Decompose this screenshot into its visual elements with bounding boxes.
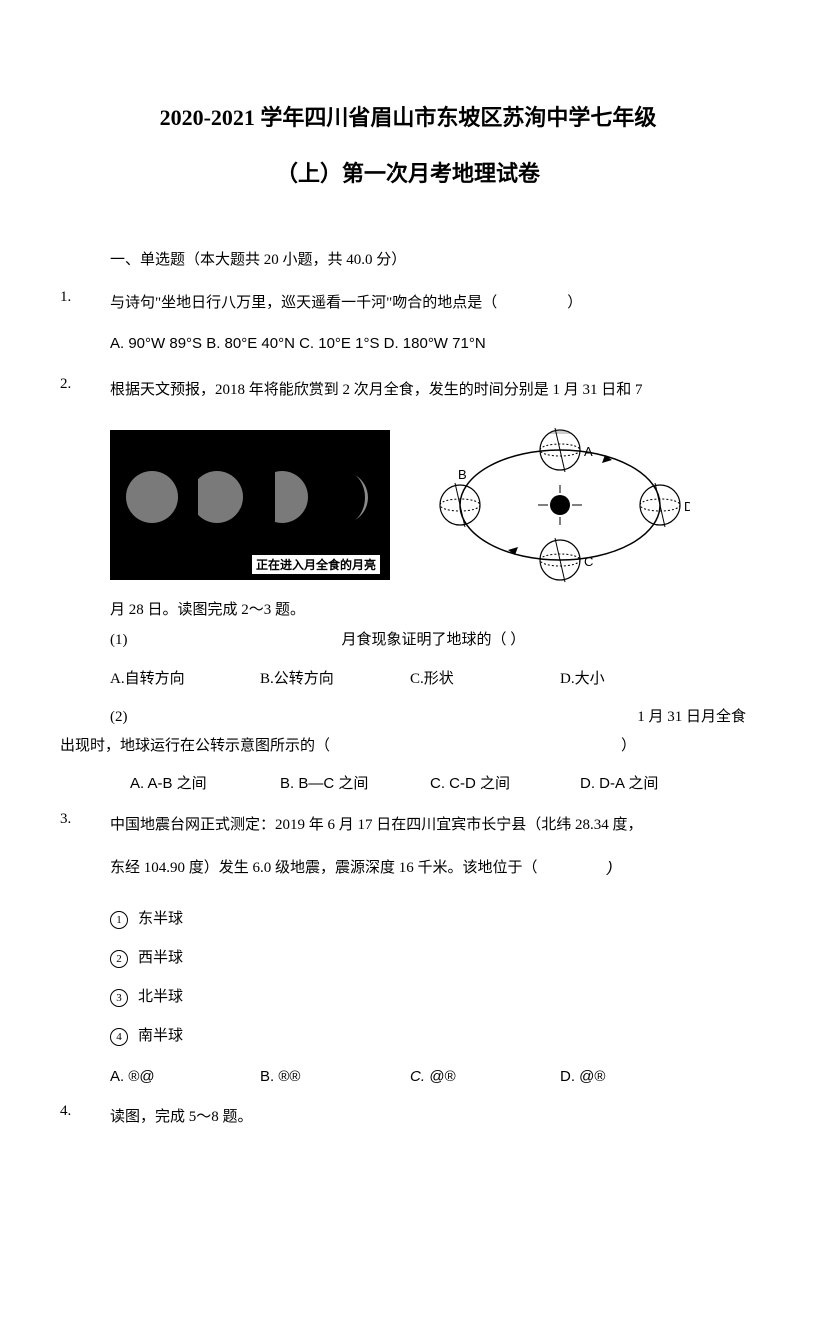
section-header: 一、单选题（本大题共 20 小题，共 40.0 分） [110,248,756,269]
q3-paren: ) [608,859,613,876]
q2-sub1-text: 月食现象证明了地球的（ ） [342,632,526,648]
q3-line1: 中国地震台网正式测定：2019 年 6 月 17 日在四川宜宾市长宁县（北纬 2… [110,811,756,840]
question-4: 4. 读图，完成 5〜8 题。 [60,1103,756,1132]
q2-sub2-text2: 出现时，地球运行在公转示意图所示的（ [60,732,330,761]
q3-opt-d: D. @® [560,1068,710,1085]
q2-images: 正在进入月全食的月亮 A B C D [110,425,756,585]
q2-continuation: 月 28 日。读图完成 2〜3 题。 [110,595,756,625]
q2-sub2-paren: ） [621,732,636,761]
q2-sub2-opt-a: A. A-B 之间 [130,772,280,793]
exam-title-line2: （上）第一次月考地理试卷 [60,156,756,188]
q3-opt-b: B. ®® [260,1068,410,1085]
exam-title-line1: 2020-2021 学年四川省眉山市东坡区苏洵中学七年级 [60,100,756,132]
moon-phase-4 [320,470,375,525]
svg-text:C: C [584,554,593,569]
q1-text: 与诗句"坐地日行八万里，巡天遥看一千河"吻合的地点是（ [110,295,497,311]
q2-sub1-opt-a: A.自转方向 [110,667,260,688]
q2-sub2-right: 1 月 31 日月全食 [637,702,746,732]
q1-paren: ） [567,295,582,311]
q3-items: 1东半球 2西半球 3北半球 4南半球 [110,900,756,1056]
q1-number: 1. [60,289,71,306]
q4-number: 4. [60,1103,71,1120]
q3-item-1: 1东半球 [110,900,756,939]
q2-sub1-opt-d: D.大小 [560,667,710,688]
moon-caption: 正在进入月全食的月亮 [252,555,380,574]
svg-text:A: A [584,444,593,459]
moon-eclipse-image: 正在进入月全食的月亮 [110,430,390,580]
q2-sub1-num: (1) [110,625,134,655]
q3-number: 3. [60,811,71,828]
question-3: 3. 中国地震台网正式测定：2019 年 6 月 17 日在四川宜宾市长宁县（北… [60,811,756,882]
q2-sub2-opt-d: D. D-A 之间 [580,772,730,793]
q2-sub2-num: (2) [110,702,128,732]
q3-line2: 东经 104.90 度）发生 6.0 级地震，震源深度 16 千米。该地位于（ [110,860,538,876]
q2-sub1-opt-c: C.形状 [410,667,560,688]
svg-text:D: D [684,499,690,514]
question-1: 1. 与诗句"坐地日行八万里，巡天遥看一千河"吻合的地点是（ ） A. 90°W … [60,289,756,358]
svg-text:B: B [458,467,467,482]
q3-opt-a: A. ®@ [110,1068,260,1085]
q2-sub2-opt-c: C. C-D 之间 [430,772,580,793]
q2-sub2-opt-b: B. B—C 之间 [280,772,430,793]
moon-phase-3 [255,470,310,525]
orbit-diagram: A B C D [430,425,690,585]
q3-item-2: 2西半球 [110,939,756,978]
moon-phase-1 [125,470,180,525]
q1-options: A. 90°W 89°S B. 80°E 40°N C. 10°E 1°S D.… [110,330,756,359]
q4-text: 读图，完成 5〜8 题。 [110,1103,756,1132]
moon-phase-2 [190,470,245,525]
q3-item-3: 3北半球 [110,978,756,1017]
q2-number: 2. [60,376,71,393]
q2-sub1: (1) 月食现象证明了地球的（ ） [110,625,756,655]
question-2: 2. 根据天文预报，2018 年将能欣赏到 2 次月全食，发生的时间分别是 1 … [60,376,756,405]
q2-sub1-opt-b: B.公转方向 [260,667,410,688]
q3-item-4: 4南半球 [110,1017,756,1056]
q2-intro: 根据天文预报，2018 年将能欣赏到 2 次月全食，发生的时间分别是 1 月 3… [110,376,756,405]
q3-opt-c: C. @® [410,1068,560,1085]
